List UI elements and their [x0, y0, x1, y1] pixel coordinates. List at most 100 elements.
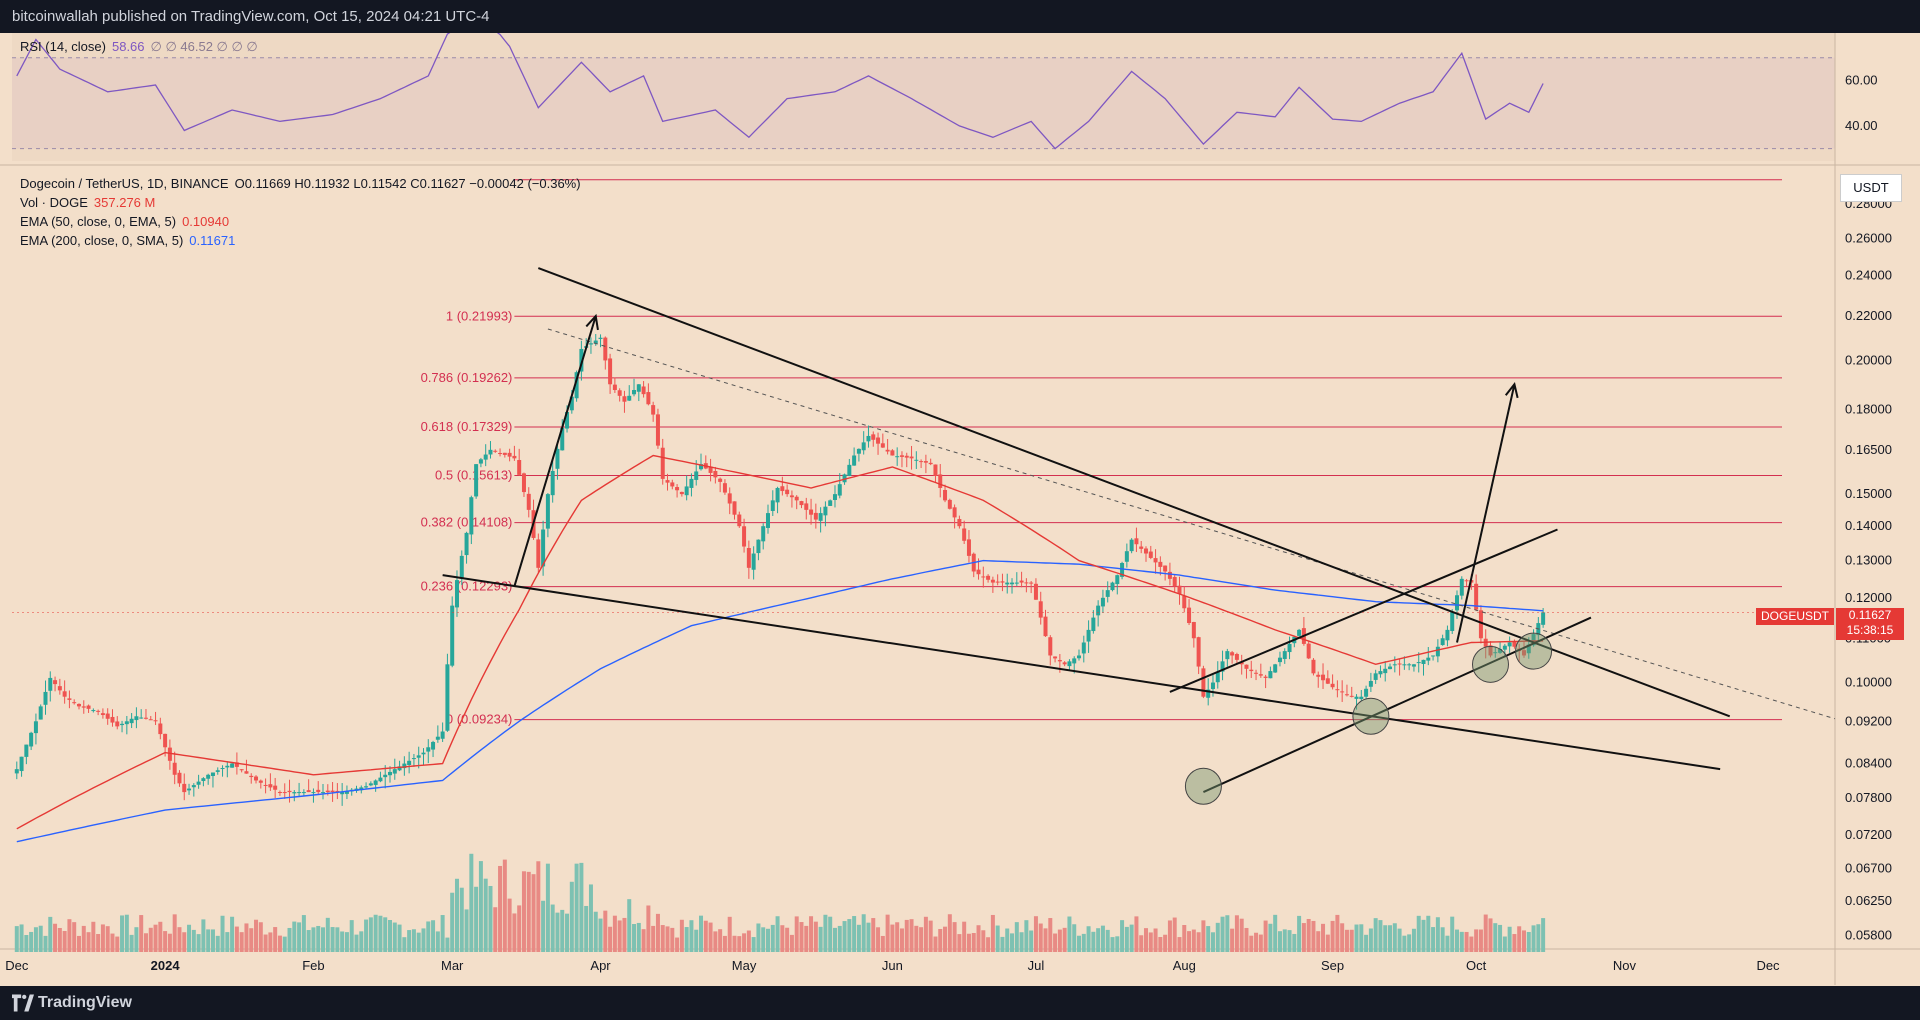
- candle-body: [574, 372, 579, 399]
- candle-body: [120, 723, 125, 726]
- candle-body: [378, 777, 383, 782]
- candle-body: [1297, 629, 1302, 636]
- candle-body: [1077, 655, 1082, 659]
- volume-bar: [1431, 927, 1436, 952]
- volume-bar: [1359, 924, 1364, 952]
- volume-bar: [732, 935, 737, 952]
- candle-body: [1210, 682, 1215, 690]
- volume-bar: [541, 900, 546, 952]
- volume-bars: [14, 853, 1546, 952]
- highlight-circle: [1184, 767, 1222, 805]
- volume-bar: [1254, 932, 1259, 952]
- candle-body: [91, 710, 96, 712]
- candle-body: [191, 785, 196, 788]
- volume-bar: [201, 919, 206, 952]
- volume-label: Vol · DOGE: [20, 195, 88, 210]
- volume-bar: [1225, 915, 1230, 952]
- candle-body: [641, 386, 646, 395]
- volume-bar: [1124, 926, 1129, 952]
- candle-body: [196, 781, 201, 785]
- volume-bar: [1263, 920, 1268, 952]
- candle-body: [617, 390, 622, 396]
- volume-bar: [789, 934, 794, 952]
- candle-body: [344, 790, 349, 794]
- volume-bar: [569, 881, 574, 952]
- volume-bar: [799, 922, 804, 952]
- candle-body: [440, 731, 445, 739]
- volume-bar: [1536, 924, 1541, 952]
- candle-body: [699, 464, 704, 470]
- candle-body: [679, 491, 684, 495]
- volume-bar: [675, 937, 680, 952]
- time-tick-label: Oct: [1466, 958, 1487, 973]
- candle-body: [483, 454, 488, 460]
- candle-body: [29, 732, 34, 747]
- currency-button[interactable]: USDT: [1840, 174, 1902, 202]
- candle-body: [1273, 664, 1278, 673]
- candle-body: [474, 464, 479, 497]
- volume-bar: [1187, 931, 1192, 952]
- volume-bar: [1445, 935, 1450, 952]
- candle-body: [1263, 676, 1268, 678]
- candle-body: [1134, 538, 1139, 545]
- candle-body: [1081, 642, 1086, 654]
- candle-body: [96, 710, 101, 712]
- candle-body: [1158, 561, 1163, 567]
- volume-bar: [555, 912, 560, 952]
- candle-body: [526, 493, 531, 510]
- candle-body: [1029, 582, 1034, 584]
- volume-bar: [244, 923, 249, 952]
- volume-bar: [1019, 932, 1024, 952]
- candle-body: [258, 780, 263, 783]
- volume-bar: [1488, 918, 1493, 952]
- candle-body: [1335, 689, 1340, 691]
- volume-bar: [100, 924, 105, 952]
- candle-body: [1364, 688, 1369, 697]
- volume-bar: [277, 935, 282, 952]
- price-chart[interactable]: 40.00 60.00 0.05800 0.06250 0.06700 0.07200 0.…: [0, 33, 1920, 986]
- dashed-trendline: [547, 328, 1836, 720]
- last-price-value: 0.11627: [1848, 608, 1892, 622]
- volume-bar: [1268, 923, 1273, 952]
- volume-bar: [321, 927, 326, 952]
- candle-body: [397, 766, 402, 771]
- candle-body: [1450, 612, 1455, 631]
- trendline: [442, 574, 1721, 771]
- volume-bar: [57, 927, 62, 952]
- volume-bar: [1010, 933, 1015, 952]
- volume-bar: [215, 935, 220, 952]
- candle-body: [804, 503, 809, 510]
- volume-bar: [120, 915, 125, 952]
- volume-bar: [1498, 924, 1503, 952]
- volume-bar: [526, 871, 531, 952]
- volume-bar: [1105, 929, 1110, 952]
- volume-bar: [952, 922, 957, 952]
- candle-body: [923, 461, 928, 463]
- volume-bar: [1354, 924, 1359, 952]
- price-tick-label: 0.06250: [1845, 893, 1892, 908]
- candle-body: [627, 395, 632, 401]
- volume-bar: [24, 935, 29, 952]
- ema200-legend: EMA (200, close, 0, SMA, 5) 0.11671: [20, 233, 235, 248]
- volume-bar: [14, 926, 19, 952]
- candle-body: [282, 792, 287, 794]
- candle-body: [737, 514, 742, 527]
- candle-body: [301, 792, 306, 794]
- candle-body: [67, 698, 72, 700]
- candle-body: [416, 755, 421, 758]
- candle-body: [81, 706, 86, 708]
- volume-bar: [1143, 928, 1148, 952]
- volume-bar: [426, 921, 431, 952]
- candle-body: [110, 716, 115, 723]
- candle-body: [115, 721, 120, 727]
- volume-bar: [933, 936, 938, 952]
- candle-body: [1459, 578, 1464, 596]
- candle-body: [225, 765, 230, 768]
- volume-bar: [517, 905, 522, 952]
- volume-bar: [928, 920, 933, 952]
- candle-body: [655, 414, 660, 446]
- candle-body: [287, 790, 292, 793]
- candle-body: [1359, 696, 1364, 700]
- candle-body: [368, 783, 373, 786]
- volume-bar: [139, 915, 144, 952]
